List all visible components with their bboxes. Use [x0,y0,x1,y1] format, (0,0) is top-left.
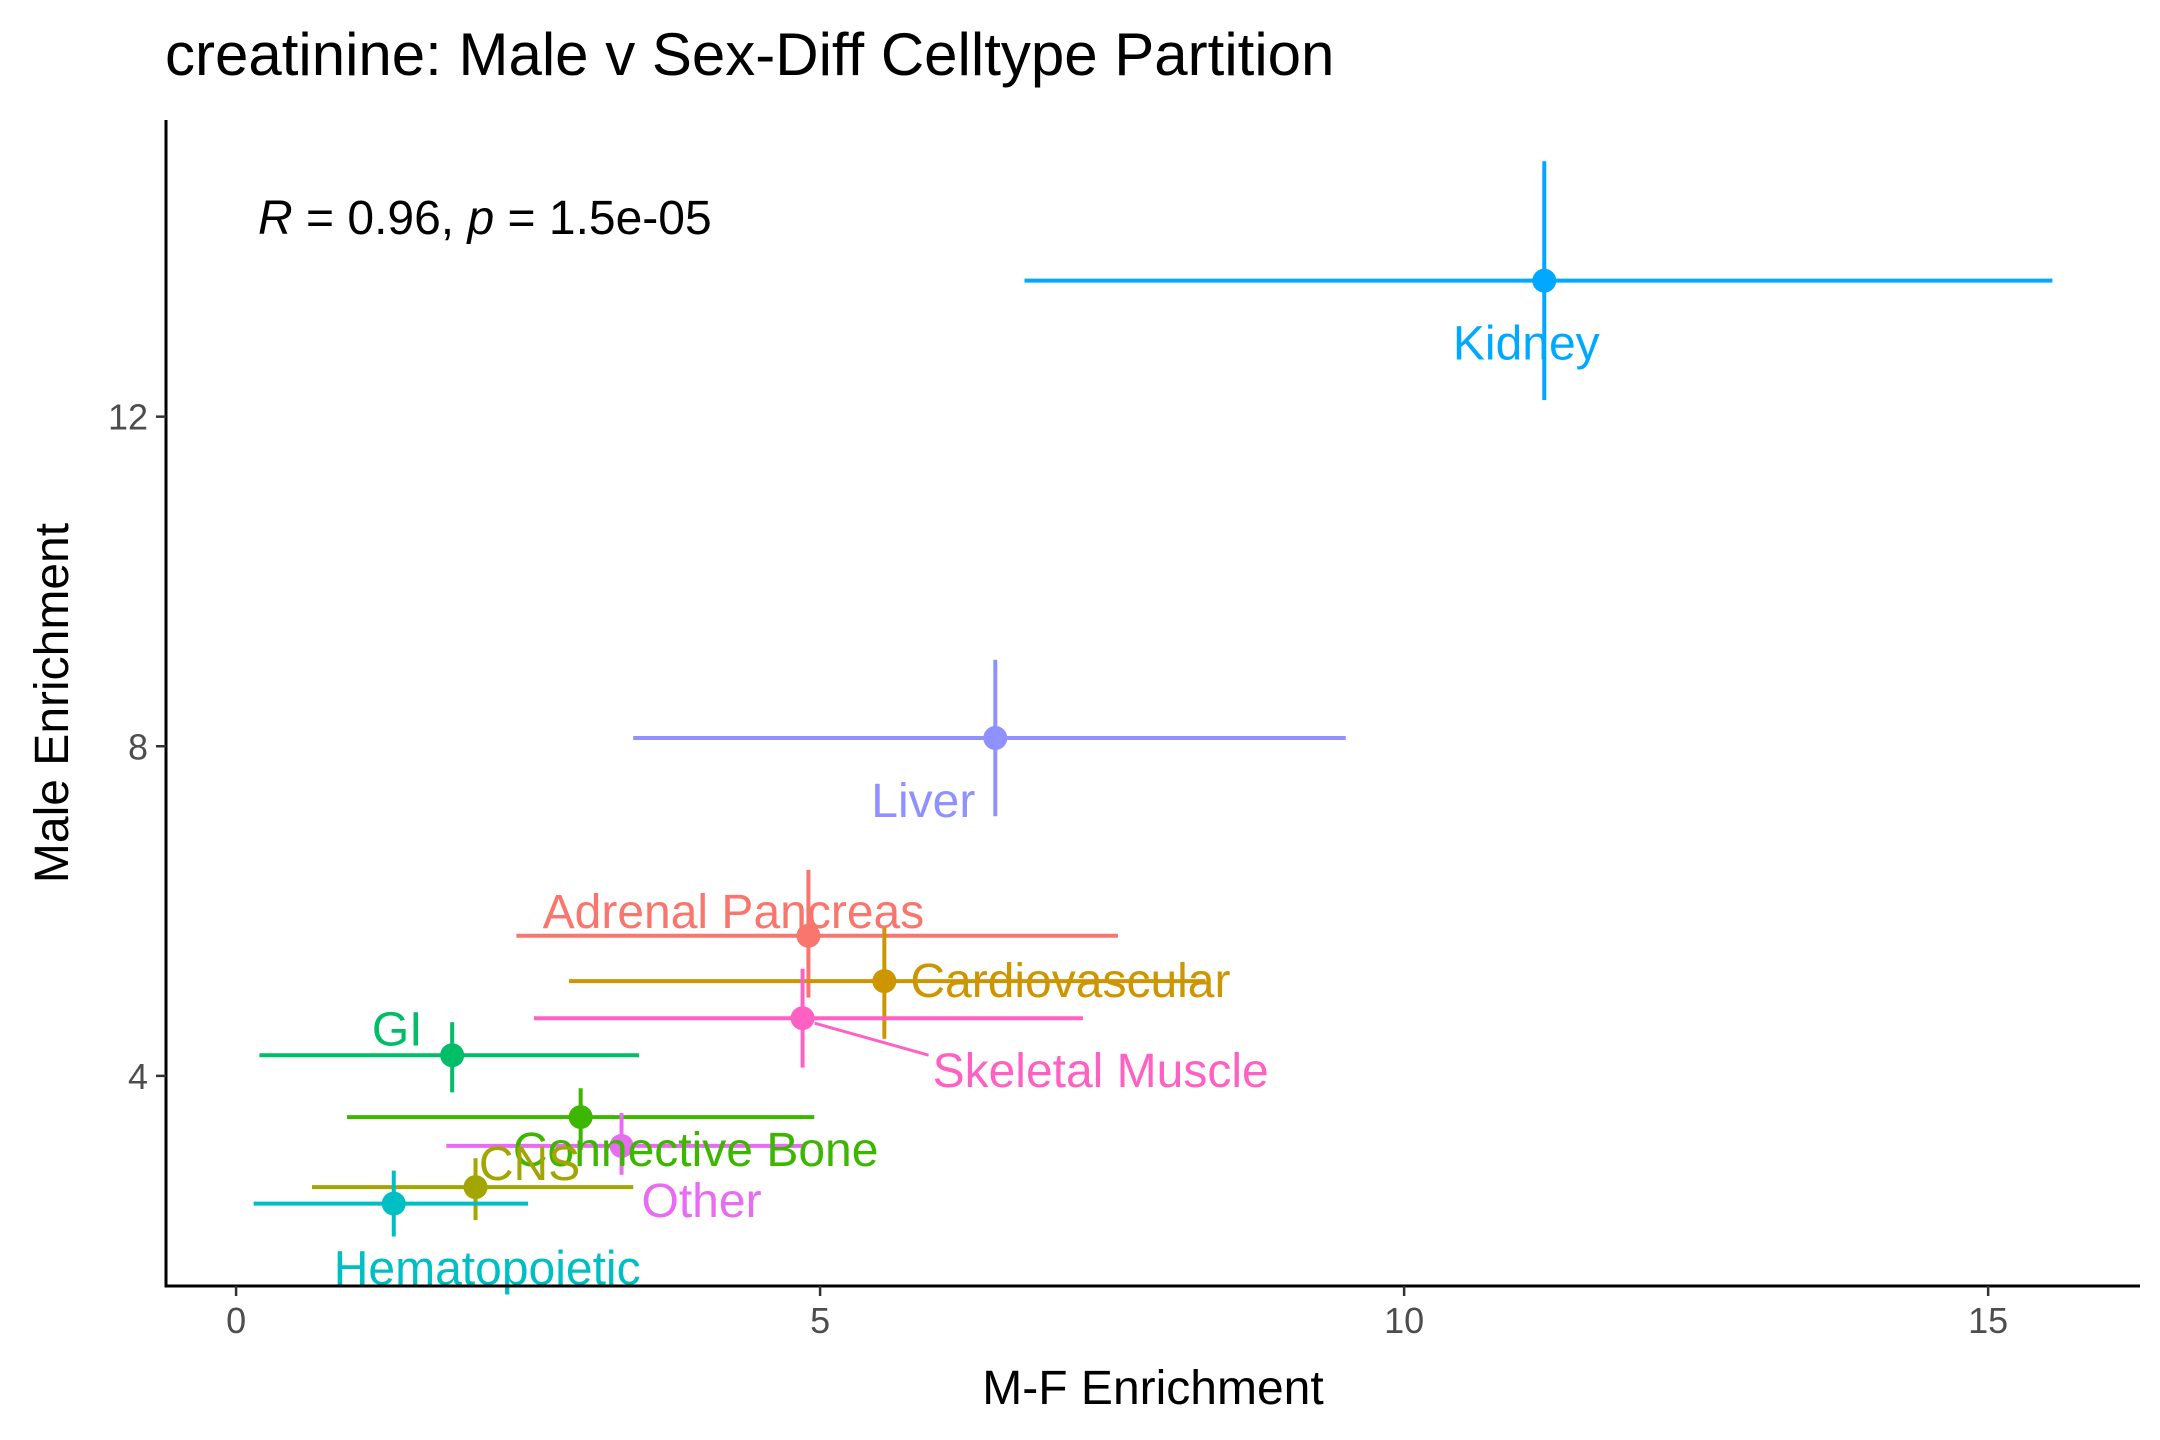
label-other: Other [642,1175,762,1228]
p-value: = 1.5e-05 [494,192,712,245]
chart-title: creatinine: Male v Sex-Diff Celltype Par… [165,21,1334,88]
label-adrenal-pancreas: Adrenal Pancreas [543,886,925,939]
correlation-annotation: R = 0.96, p = 1.5e-05 [258,192,712,245]
label-cardiovascular: Cardiovascular [910,955,1230,1008]
leader-skeletal-muscle [814,1021,929,1057]
label-hematopoietic: Hematopoietic [334,1243,641,1296]
label-skeletal-muscle: Skeletal Muscle [933,1045,1269,1098]
r-value: = 0.96, [293,192,468,245]
r-symbol: R [258,192,293,245]
x-tick-label-5: 5 [810,1300,830,1341]
x-axis-ticks: 0 5 10 15 [226,1286,2008,1341]
label-kidney: Kidney [1453,318,1600,371]
point-gi [440,1043,465,1068]
y-axis-title: Male Enrichment [26,523,79,883]
y-tick-label-4: 4 [128,1056,148,1097]
x-tick-label-0: 0 [226,1300,246,1341]
point-connective-bone [568,1105,593,1130]
label-liver: Liver [871,775,975,828]
point-cardiovascular [872,969,897,994]
point-adrenal-pancreas [796,923,821,948]
label-connective-bone: Connective Bone [513,1124,879,1177]
p-symbol: p [465,192,494,245]
x-tick-label-10: 10 [1384,1300,1424,1341]
y-tick-label-12: 12 [108,397,148,438]
x-tick-label-15: 15 [1968,1300,2008,1341]
y-tick-label-8: 8 [128,726,148,767]
label-cns: CNS [479,1138,580,1191]
point-kidney [1532,268,1557,293]
point-other [609,1133,634,1158]
point-cns [463,1175,488,1200]
data-points [381,268,1557,1216]
label-gi: GI [372,1003,423,1056]
point-labels: Kidney Liver Adrenal Pancreas Cardiovascula… [334,318,1600,1296]
point-liver [983,726,1008,751]
point-skeletal-muscle [790,1006,815,1031]
x-axis-title: M-F Enrichment [982,1362,1323,1415]
point-hematopoietic [381,1191,406,1216]
y-axis-ticks: 4 8 12 [108,397,166,1097]
